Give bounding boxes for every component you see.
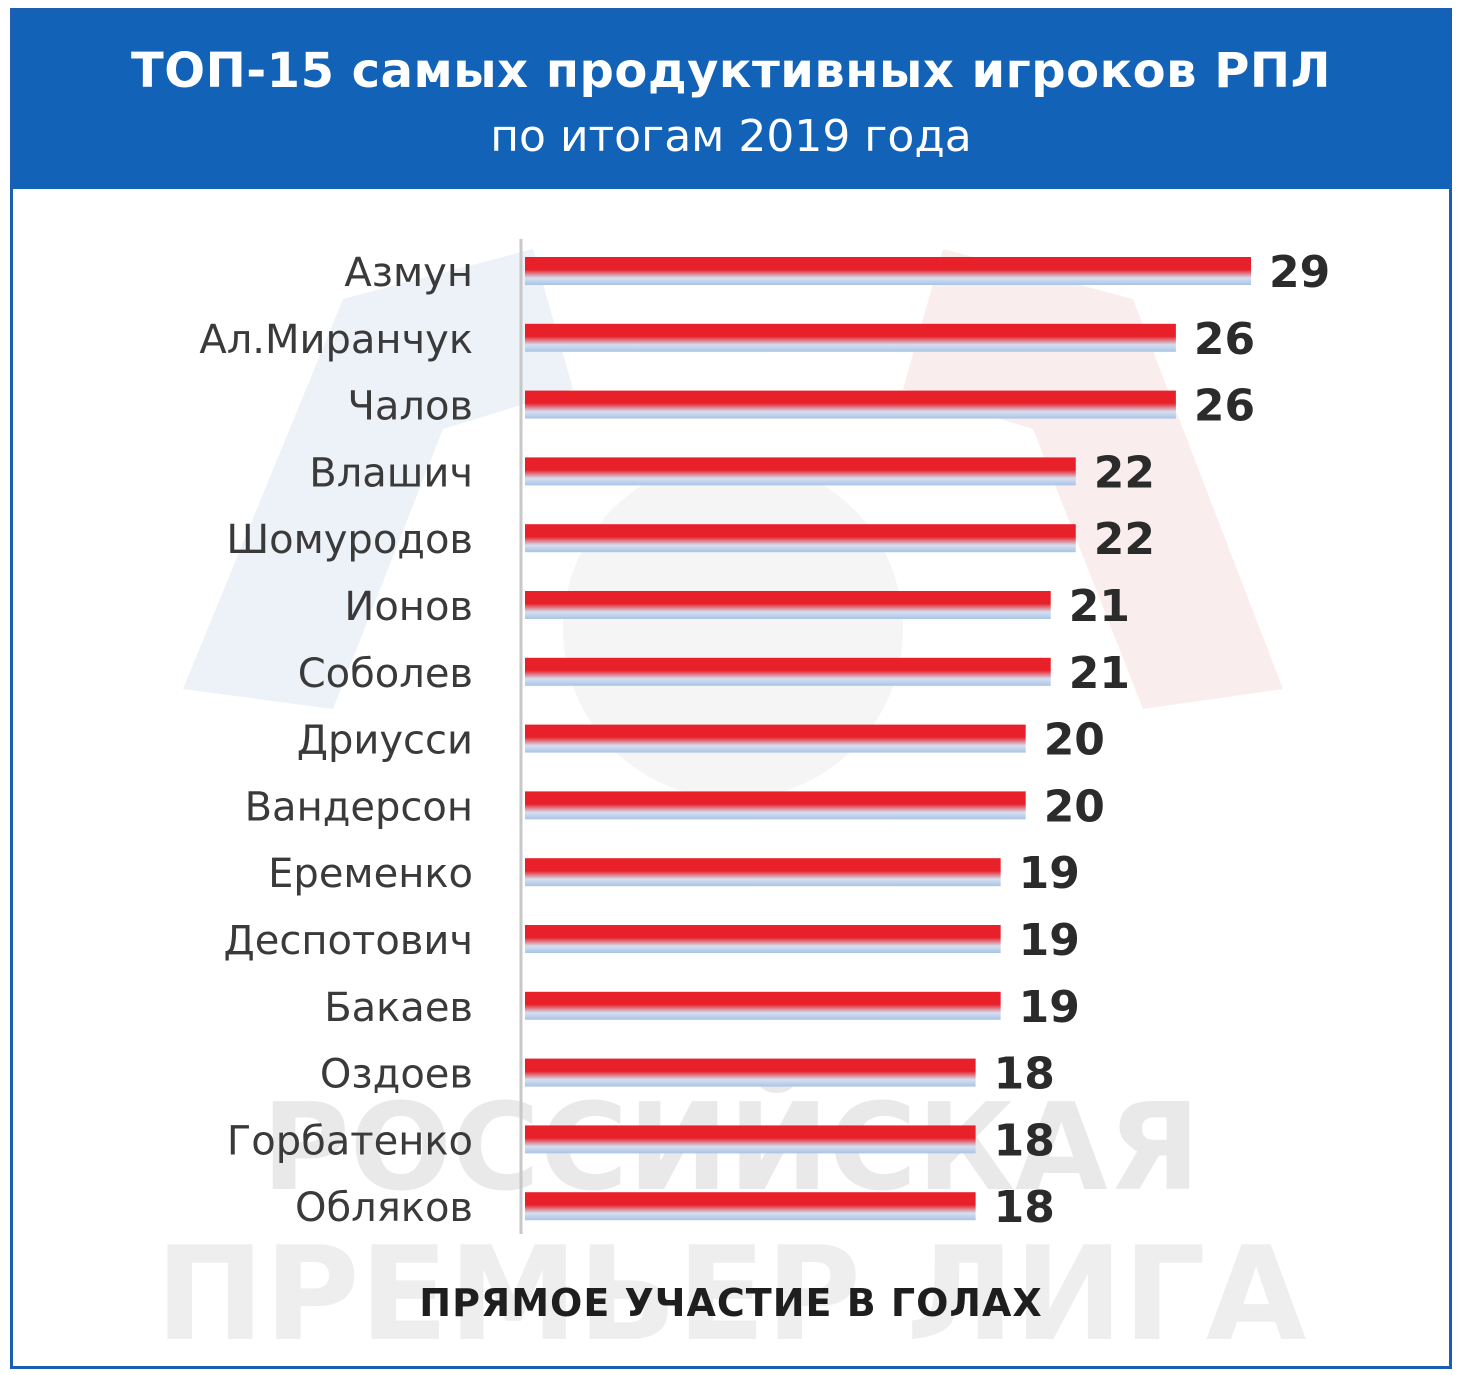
category-label: Деспотович	[224, 918, 473, 964]
watermark-text-2: ПРЕМЬЕР ЛИГА	[156, 1218, 1307, 1366]
data-label: 18	[994, 1182, 1055, 1233]
category-label: Вандерсон	[245, 784, 473, 830]
bar	[525, 524, 1076, 553]
bar	[525, 1192, 976, 1221]
data-label: 21	[1069, 581, 1130, 632]
logo-shape-right	[903, 249, 1283, 709]
bar	[525, 1125, 976, 1154]
category-label: Горбатенко	[227, 1118, 473, 1164]
data-label: 18	[994, 1049, 1055, 1100]
category-label: Оздоев	[320, 1052, 473, 1098]
category-label: Еременко	[268, 851, 473, 897]
bar	[525, 657, 1051, 686]
bar	[525, 791, 1026, 820]
data-label: 19	[1019, 848, 1080, 899]
bar	[525, 257, 1251, 285]
data-label: 20	[1044, 715, 1105, 766]
infographic-frame: ТОП-15 самых продуктивных игроков РПЛ по…	[10, 8, 1452, 1369]
data-label: 29	[1269, 247, 1330, 298]
data-label: 22	[1094, 447, 1155, 498]
bar	[525, 724, 1026, 753]
category-label: Обляков	[295, 1185, 473, 1231]
data-label: 19	[1019, 982, 1080, 1033]
category-label: Влашич	[309, 450, 473, 496]
data-label: 18	[994, 1115, 1055, 1166]
category-label: Ал.Миранчук	[199, 317, 473, 363]
data-label: 20	[1044, 781, 1105, 832]
chart-title: ТОП-15 самых продуктивных игроков РПЛ	[131, 43, 1331, 99]
data-label: 26	[1194, 381, 1255, 432]
bar	[525, 858, 1001, 887]
header-banner: ТОП-15 самых продуктивных игроков РПЛ по…	[13, 11, 1449, 189]
data-label: 22	[1094, 514, 1155, 565]
category-label: Ионов	[344, 584, 473, 630]
category-label: Азмун	[344, 250, 473, 296]
logo-shape-left	[183, 249, 573, 709]
bar-chart: Азмун 29 Ал.Миранчук 26 Чалов 26 Влашич 22 Шомур…	[199, 239, 1330, 1234]
chart-subtitle: по итогам 2019 года	[490, 111, 972, 162]
data-label: 26	[1194, 314, 1255, 365]
category-label: Дриусси	[297, 718, 473, 764]
data-label: 21	[1069, 648, 1130, 699]
category-label: Чалов	[347, 384, 473, 430]
category-label: Шомуродов	[226, 517, 473, 563]
bar	[525, 323, 1176, 352]
bar	[525, 991, 1001, 1020]
category-label: Соболев	[298, 651, 473, 697]
bar	[525, 591, 1051, 619]
bar	[525, 1058, 976, 1087]
bar	[525, 925, 1001, 953]
bar	[525, 457, 1076, 486]
bar	[525, 390, 1176, 419]
category-label: Бакаев	[324, 985, 473, 1031]
data-label: 19	[1019, 915, 1080, 966]
x-axis-label: ПРЯМОЕ УЧАСТИЕ В ГОЛАХ	[419, 1281, 1043, 1325]
